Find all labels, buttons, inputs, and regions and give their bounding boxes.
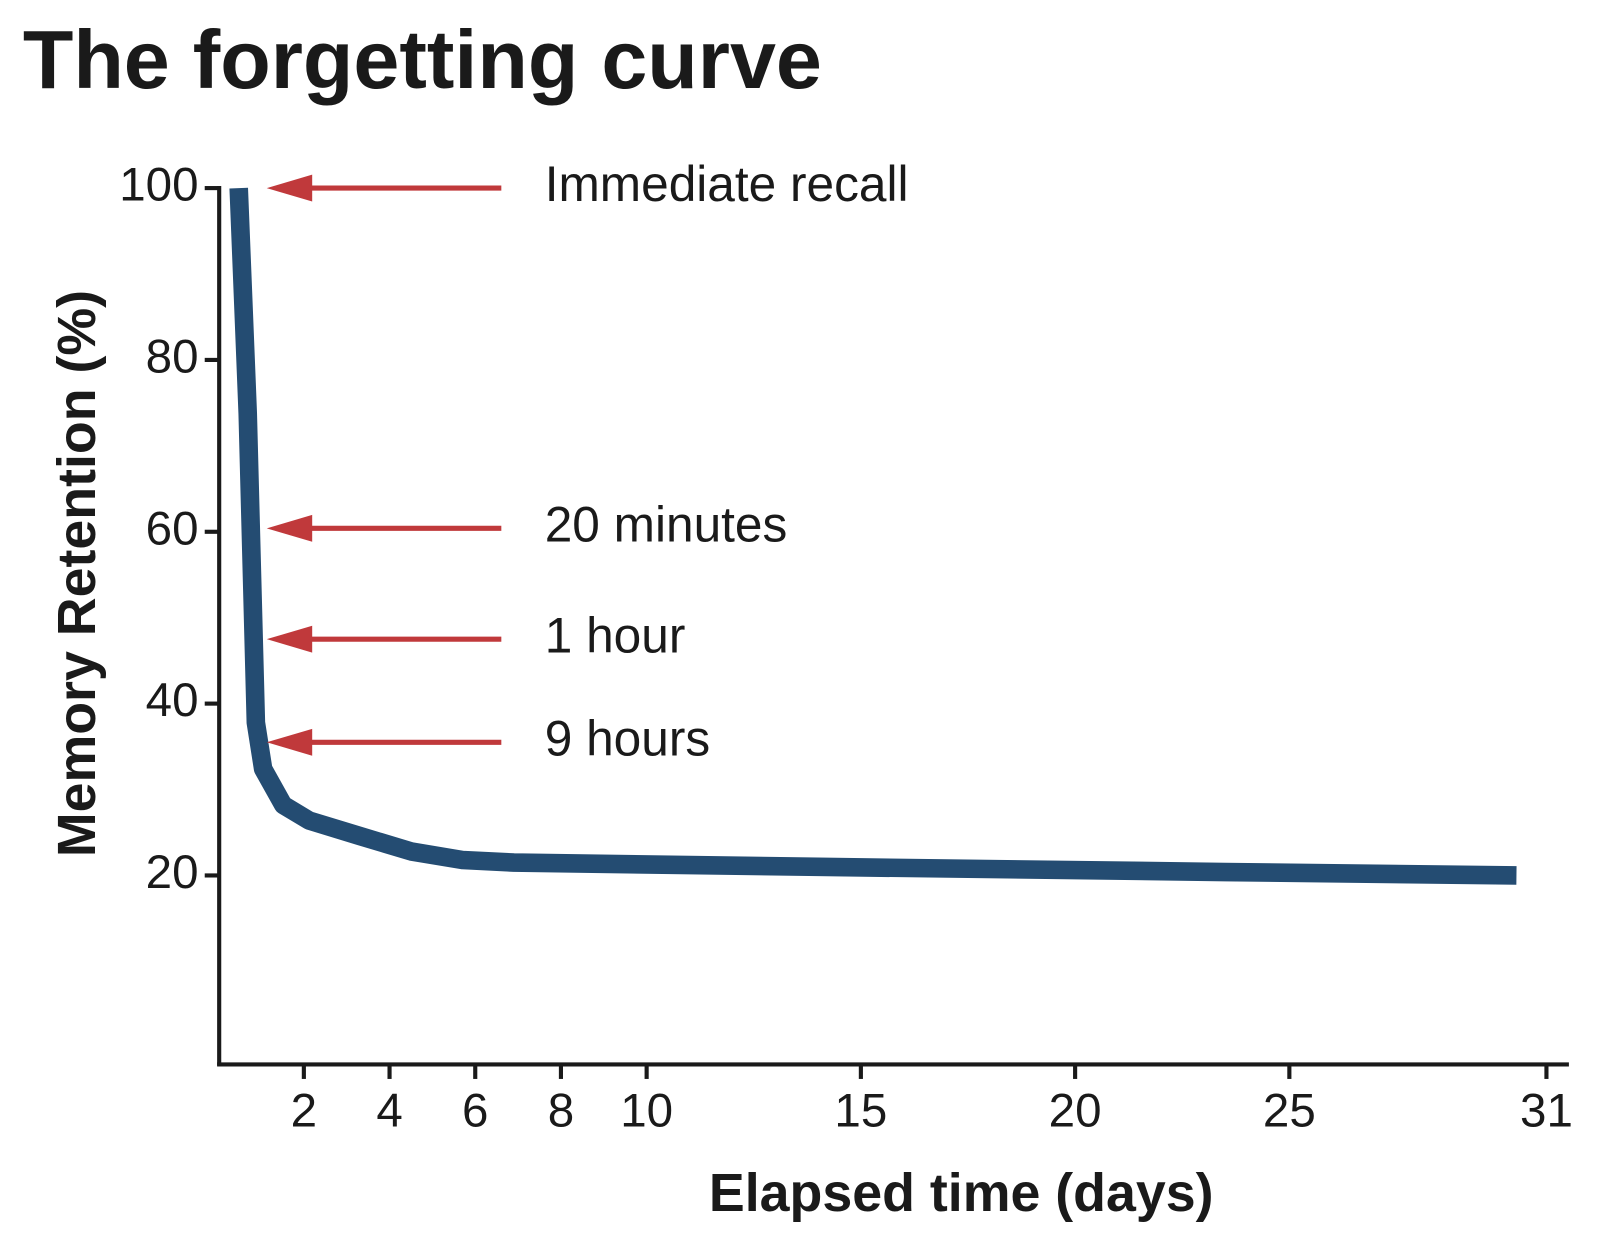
y-tick-label: 20 [146,846,199,899]
arrow-head [266,728,313,756]
annotation-label: 1 hour [545,607,686,663]
annotation-label: 9 hours [545,710,710,766]
arrow-head [266,625,313,653]
forgetting-curve [229,187,1517,885]
y-axis-label: Memory Retention (%) [47,290,107,857]
y-tick-label: 80 [146,330,199,383]
x-tick-label: 8 [548,1085,574,1138]
x-tick-label: 20 [1049,1085,1102,1138]
arrow-head [266,174,313,202]
annotation-label: Immediate recall [545,156,909,212]
x-tick-label: 15 [834,1085,887,1138]
y-tick-label: 60 [146,502,199,555]
y-tick-label: 100 [119,159,198,212]
x-axis-label: Elapsed time (days) [709,1163,1214,1223]
x-tick-label: 2 [291,1085,317,1138]
x-tick-label: 4 [376,1085,402,1138]
x-tick-label: 31 [1520,1085,1573,1138]
y-tick-label: 40 [146,674,199,727]
chart-title: The forgetting curve [23,13,822,106]
annotation-label: 20 minutes [545,496,788,552]
x-tick-label: 6 [462,1085,488,1138]
x-tick-label: 10 [620,1085,673,1138]
arrow-head [266,514,313,542]
x-tick-label: 25 [1263,1085,1316,1138]
